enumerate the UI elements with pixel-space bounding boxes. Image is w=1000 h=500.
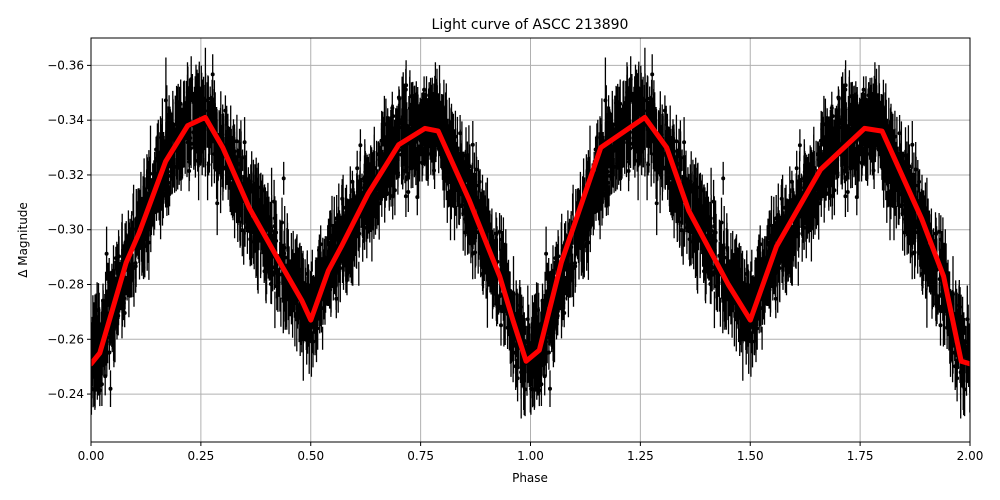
y-axis-ticks: −0.36 −0.34 −0.32 −0.30 −0.28 −0.26 −0.24 (47, 58, 91, 401)
chart-title: Light curve of ASCC 213890 (432, 17, 629, 33)
x-tick-label: 0.50 (297, 449, 324, 463)
y-tick-label: −0.26 (47, 332, 84, 346)
model-curve (91, 114, 970, 367)
y-tick-label: −0.28 (47, 278, 84, 292)
x-tick-label: 1.50 (737, 449, 764, 463)
y-tick-label: −0.24 (47, 387, 84, 401)
x-tick-label: 0.00 (78, 449, 105, 463)
y-tick-label: −0.32 (47, 168, 84, 182)
x-axis-ticks: 0.00 0.25 0.50 0.75 1.00 1.25 1.50 1.75 2.00 (78, 442, 984, 463)
x-tick-label: 0.75 (407, 449, 434, 463)
y-tick-label: −0.34 (47, 113, 84, 127)
y-tick-label: −0.30 (47, 223, 84, 237)
x-tick-label: 1.00 (517, 449, 544, 463)
x-axis-label: Phase (512, 471, 548, 485)
x-tick-label: 2.00 (957, 449, 984, 463)
x-tick-label: 1.25 (627, 449, 654, 463)
x-tick-label: 1.75 (847, 449, 874, 463)
y-axis-label: Δ Magnitude (16, 202, 30, 278)
x-tick-label: 0.25 (188, 449, 215, 463)
y-tick-label: −0.36 (47, 58, 84, 72)
